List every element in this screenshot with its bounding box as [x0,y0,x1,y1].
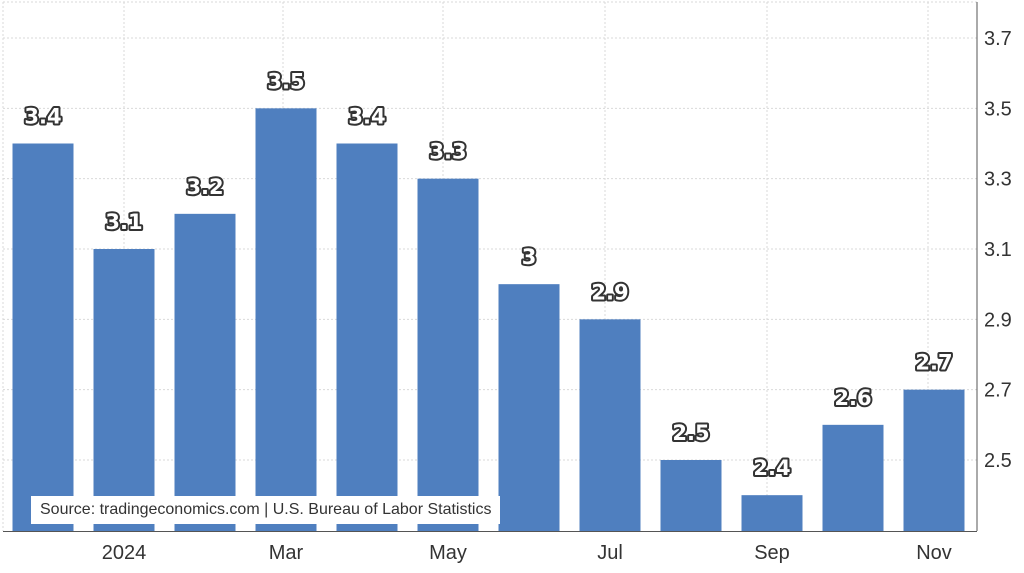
bar-value-label: 2.9 [591,280,628,304]
bar-value-label: 3.4 [24,105,61,129]
data-labels: 3.4 3.1 3.2 3.5 3.4 3.3 3 2.9 2.5 2.4 2.6 2.7 [22,67,954,482]
bar-value-label: 3.5 [267,69,304,93]
bar-value-label: 3 [522,245,537,269]
bar-value-label: 3.2 [186,175,223,199]
x-tick-label: Jul [597,542,623,564]
bar-series [12,108,965,532]
bar-value-label: 2.5 [672,421,709,445]
bar [660,460,722,531]
x-tick-label: Nov [916,542,952,564]
bar [579,319,641,531]
bar [12,143,74,531]
y-tick-label: 3.1 [984,239,1012,261]
bar [903,389,965,531]
y-tick-label: 2.7 [984,380,1012,402]
source-note: Source: tradingeconomics.com | U.S. Bure… [31,496,501,524]
bar [255,108,317,531]
bar-value-label: 3.3 [429,140,466,164]
y-tick-label: 2.5 [984,450,1012,472]
bar-value-label: 3.4 [348,105,385,129]
x-tick-label: Sep [754,542,790,564]
bar [336,143,398,531]
y-tick-label: 2.9 [984,309,1012,331]
y-tick-label: 3.7 [984,28,1012,50]
y-tick-label: 3.3 [984,169,1012,191]
bar-value-label: 2.6 [834,386,871,410]
x-axis: 2024 Mar May Jul Sep Nov [3,531,977,564]
x-tick-label: 2024 [102,542,147,564]
bar [822,424,884,531]
y-tick-label: 3.5 [984,98,1012,120]
bar [498,284,560,531]
bar-value-label: 3.1 [105,210,142,234]
bar [93,249,155,531]
bar [741,495,803,531]
x-tick-label: May [429,542,467,564]
bar [417,178,479,531]
bar-value-label: 2.4 [753,456,790,480]
bar [174,213,236,532]
y-axis: 2.5 2.7 2.9 3.1 3.3 3.5 3.7 [976,2,1012,531]
bar-value-label: 2.7 [915,351,952,375]
x-tick-label: Mar [269,542,304,564]
